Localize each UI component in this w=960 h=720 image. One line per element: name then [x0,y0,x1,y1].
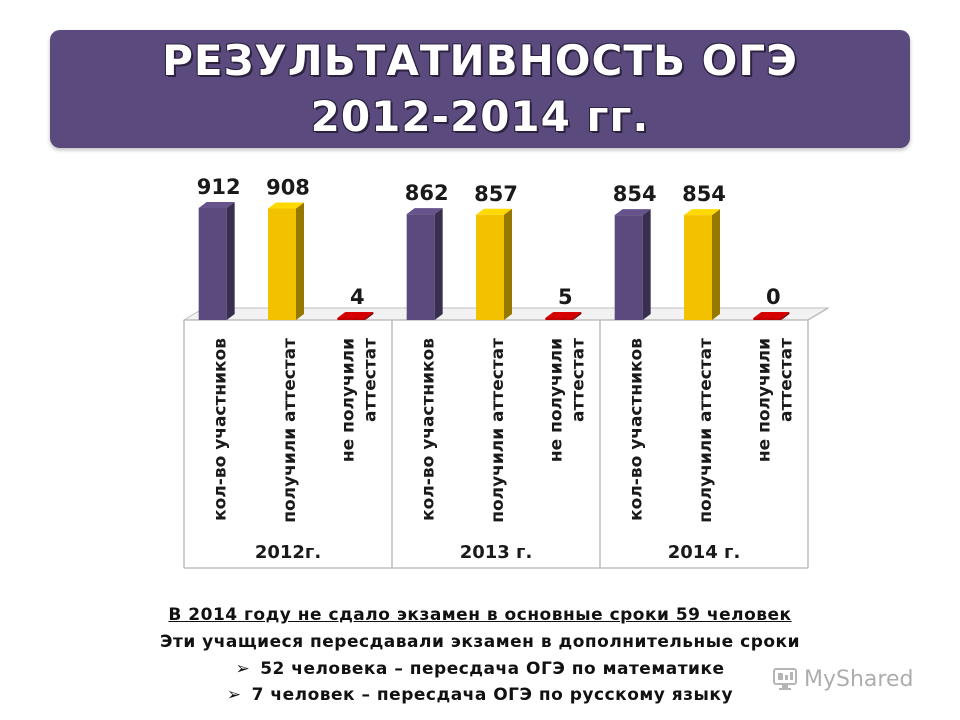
footer-bullet-2-text: 7 человек – пересдача ОГЭ по русскому яз… [251,685,734,705]
watermark-logo: MyShared [772,662,932,696]
bar [476,214,504,320]
bar-value-label: 854 [682,182,726,206]
bar-value-label: 4 [350,285,365,309]
bar-top [614,209,651,216]
title-banner: РЕЗУЛЬТАТИВНОСТЬ ОГЭ 2012-2014 гг. [50,30,910,148]
category-tick-label: аттестат [776,338,796,422]
bar-top [684,209,720,216]
bullet-arrow-icon: ➢ [226,685,242,705]
monitor-icon [773,668,797,690]
bar-chart: 912 кол-во участников 908 получили аттестат… [182,175,830,569]
bar-value-label: 0 [766,285,781,309]
bar-side [434,208,443,320]
footer-bullet-2: ➢ 7 человек – пересдача ОГЭ по русскому я… [0,685,960,705]
footer-headline: В 2014 году не сдало экзамен в основные … [168,605,792,625]
category-tick-label: получили аттестат [488,338,508,523]
group-tick-label: 2014 г. [668,542,741,563]
floor-edge [807,307,829,321]
bar-value-label: 862 [405,181,449,205]
bar-top [268,202,304,209]
category-tick-label: кол-во участников [211,338,231,521]
bar [198,208,227,320]
bar-value-label: 908 [266,175,310,199]
watermark-text: MyShared [804,666,914,692]
bar-value-label: 5 [558,285,573,309]
bar [684,215,712,320]
bar-side [642,209,651,320]
group-tick-label: 2013 г. [460,542,533,563]
page-title-line-2: 2012-2014 гг. [310,92,650,141]
bar [406,214,435,320]
bar-side [504,208,512,320]
bar-side [781,312,790,320]
category-tick-label: кол-во участников [627,338,647,521]
bar [268,208,296,320]
bullet-arrow-icon: ➢ [235,659,251,679]
category-tick-label: не получили [754,338,774,462]
bar-side [712,209,720,320]
category-tick-label: аттестат [568,338,588,422]
category-tick-label: не получили [546,338,566,462]
bar-side [365,312,374,320]
category-tick-label: кол-во участников [419,338,439,521]
bar [614,215,643,320]
bar-top [198,202,235,208]
bar [337,318,366,320]
bar-top [545,312,582,318]
bar [753,318,782,320]
category-tick-label: аттестат [360,338,380,422]
group-tick-label: 2012г. [255,542,321,563]
bar [545,318,574,320]
category-tick-label: получили аттестат [280,338,300,523]
bar-top [476,208,512,215]
bar-value-label: 912 [197,175,241,199]
page-title-line-1: РЕЗУЛЬТАТИВНОСТЬ ОГЭ [162,36,798,85]
footer-subline: Эти учащиеся пересдавали экзамен в допол… [160,632,800,652]
category-tick-label: не получили [338,338,358,462]
bar-side [573,312,582,320]
bar-top [406,208,443,215]
footer-bullet-1-text: 52 человека – пересдача ОГЭ по математик… [260,659,725,679]
bar-side [226,202,235,320]
bar-top [337,312,374,318]
category-tick-label: получили аттестат [696,338,716,523]
bar-value-label: 854 [613,182,657,206]
bar-value-label: 857 [474,182,518,206]
footer-bullet-1: ➢ 52 человека – пересдача ОГЭ по математи… [0,659,960,679]
bar-side [296,202,304,320]
bar-top [753,312,790,318]
